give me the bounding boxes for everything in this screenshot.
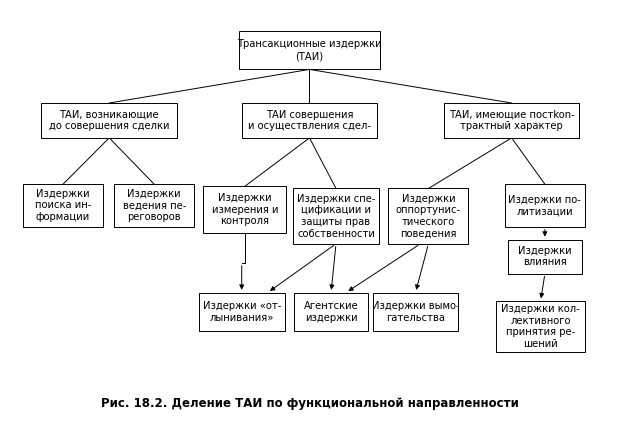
FancyBboxPatch shape [199, 293, 285, 331]
FancyBboxPatch shape [41, 103, 177, 138]
Text: Издержки кол-
лективного
принятия ре-
шений: Издержки кол- лективного принятия ре- ше… [501, 304, 580, 349]
FancyBboxPatch shape [496, 301, 585, 352]
Text: Издержки
поиска ин-
формации: Издержки поиска ин- формации [35, 189, 91, 222]
Text: Издержки «от-
лынивания»: Издержки «от- лынивания» [202, 301, 281, 323]
Text: Издержки по-
литизации: Издержки по- литизации [508, 195, 581, 216]
FancyBboxPatch shape [114, 184, 194, 227]
Text: Рис. 18.2. Деление ТАИ по функциональной направленности: Рис. 18.2. Деление ТАИ по функциональной… [100, 397, 519, 410]
Text: ТАИ совершения
и осуществления сдел-: ТАИ совершения и осуществления сдел- [248, 110, 371, 131]
Text: ТАИ, возникающие
до совершения сделки: ТАИ, возникающие до совершения сделки [49, 110, 170, 131]
FancyBboxPatch shape [294, 293, 368, 331]
FancyBboxPatch shape [23, 184, 103, 227]
Text: Трансакционные издержки
(ТАИ): Трансакционные издержки (ТАИ) [237, 39, 382, 61]
FancyBboxPatch shape [203, 186, 287, 233]
FancyBboxPatch shape [373, 293, 458, 331]
FancyBboxPatch shape [239, 31, 380, 69]
Text: Издержки
измерения и
контроля: Издержки измерения и контроля [212, 193, 278, 226]
FancyBboxPatch shape [444, 103, 579, 138]
FancyBboxPatch shape [293, 188, 378, 244]
FancyBboxPatch shape [241, 103, 378, 138]
FancyBboxPatch shape [508, 240, 582, 273]
Text: Издержки спе-
цификации и
защиты прав
собственности: Издержки спе- цификации и защиты прав со… [297, 194, 375, 238]
Text: Издержки
ведения пе-
реговоров: Издержки ведения пе- реговоров [123, 189, 186, 222]
Text: Агентские
издержки: Агентские издержки [304, 301, 358, 323]
Text: Издержки вымо-
гательства: Издержки вымо- гательства [371, 301, 459, 323]
FancyBboxPatch shape [505, 184, 585, 227]
Text: ТАИ, имеющие постkon-
трактный характер: ТАИ, имеющие постkon- трактный характер [449, 110, 574, 131]
FancyBboxPatch shape [388, 188, 469, 244]
Text: Издержки
влияния: Издержки влияния [518, 246, 572, 268]
Text: Издержки
оппортунис-
тического
поведения: Издержки оппортунис- тического поведения [396, 194, 461, 238]
